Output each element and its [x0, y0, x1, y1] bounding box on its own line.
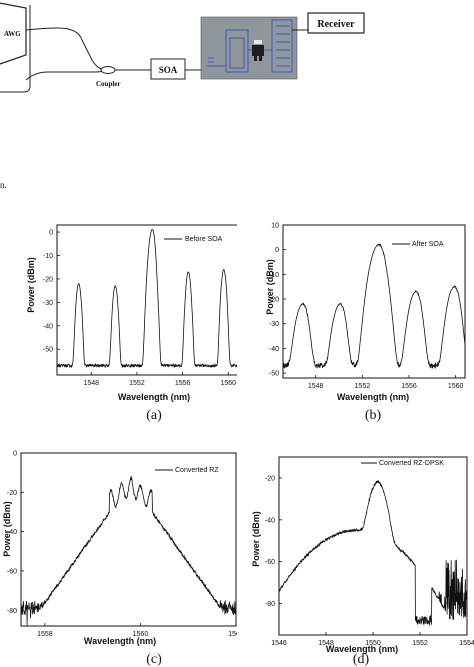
spectrum-line: [278, 479, 468, 626]
x-tick-label: 1562: [228, 631, 237, 638]
y-tick-label: 10: [271, 223, 279, 230]
fiber-line: [0, 5, 31, 93]
x-axis-label: Wavelength (nm): [326, 644, 398, 654]
spectrum-line: [20, 475, 237, 626]
chart-caption: (a): [146, 408, 162, 423]
chip-electrode: [252, 40, 264, 61]
x-tick-label: 1552: [355, 383, 371, 390]
chart-c: 1558 1560 1562 0 -20 -40 -60 -80 Power (dBm) Wa…: [2, 451, 237, 667]
y-tick-label: -20: [7, 490, 17, 497]
y-tick-label: -10: [269, 272, 279, 279]
receiver-label: Receiver: [317, 19, 355, 30]
x-tick-label: 1558: [37, 631, 53, 638]
chart-a: 1548 1552 1556 1560 0 -10 -20 -30 -40 -50 Power (…: [26, 224, 237, 423]
y-tick-label: -50: [43, 347, 53, 354]
y-axis-label: Power (dBm): [265, 259, 275, 315]
spectrum-line: [56, 228, 237, 369]
x-tick-label: 1554: [459, 640, 474, 647]
plot-frame: 1546 1548 1550 1552 1554 -20 -40 -60 -80: [265, 456, 474, 647]
plot-frame: 1548 1552 1556 1560 10 0 -10 -20 -30 -40 -50: [269, 223, 466, 390]
y-tick-label: -40: [265, 517, 275, 524]
x-tick-label: 1550: [365, 640, 381, 647]
y-tick-label: -20: [43, 276, 53, 283]
legend-label: Converted RZ-DPSK: [379, 460, 444, 467]
y-tick-label: -60: [7, 568, 17, 575]
x-axis-label: Wavelength (nm): [84, 636, 156, 646]
y-tick-label: -50: [269, 371, 279, 378]
chart-caption: (d): [353, 652, 370, 667]
soa-label: SOA: [159, 65, 178, 75]
plot-frame: 1558 1560 1562 0 -20 -40 -60 -80: [7, 451, 237, 639]
x-tick-label: 1546: [271, 640, 287, 647]
stray-mark: n.: [0, 180, 7, 190]
legend-label: Converted RZ: [175, 467, 219, 474]
y-tick-label: -10: [43, 253, 53, 260]
setup-diagram: AWG Coupler SOA Receiver n.: [0, 2, 365, 190]
chip-photo: [200, 16, 298, 80]
coupler-symbol: [100, 66, 116, 74]
y-tick-label: -20: [269, 297, 279, 304]
y-tick-label: -80: [265, 601, 275, 608]
chart-caption: (c): [146, 652, 162, 667]
x-tick-label: 1548: [308, 383, 324, 390]
x-tick-label: 1556: [175, 380, 191, 387]
awg-block: [0, 2, 27, 65]
plot-border: [278, 456, 468, 636]
spectrum-line: [282, 243, 466, 369]
legend-label: After SOA: [412, 241, 444, 248]
y-tick-label: -30: [269, 321, 279, 328]
plot-border: [282, 224, 466, 379]
x-tick-label: 1560: [448, 383, 464, 390]
soa-box: [150, 58, 186, 80]
y-tick-label: -60: [265, 559, 275, 566]
x-axis-label: Wavelength (nm): [337, 392, 409, 402]
x-tick-label: 1548: [83, 380, 99, 387]
x-tick-label: 1560: [221, 380, 237, 387]
y-tick-label: -20: [265, 475, 275, 482]
y-tick-label: -40: [269, 346, 279, 353]
x-tick-label: 1548: [318, 640, 334, 647]
fiber-line-upper: [25, 27, 107, 71]
coupler-label: Coupler: [96, 80, 121, 88]
chart-d: 1546 1548 1550 1552 1554 -20 -40 -60 -80 Power (…: [251, 456, 474, 667]
legend-label: Before SOA: [185, 236, 223, 243]
plot-frame: 1548 1552 1556 1560 0 -10 -20 -30 -40 -50: [43, 224, 237, 387]
awg-label: AWG: [4, 30, 21, 38]
y-axis-label: Power (dBm): [26, 257, 36, 313]
fiber-line-lower: [25, 70, 105, 81]
x-axis-label: Wavelength (nm): [118, 392, 190, 402]
x-tick-label: 1560: [133, 631, 149, 638]
y-axis-label: Power (dBm): [2, 501, 12, 557]
y-tick-label: 0: [275, 247, 279, 254]
chart-b: 1548 1552 1556 1560 10 0 -10 -20 -30 -40 -50 Power…: [265, 223, 466, 423]
x-tick-label: 1552: [412, 640, 428, 647]
receiver-box: [307, 12, 365, 34]
y-tick-label: 0: [13, 451, 17, 458]
y-tick-label: -30: [43, 300, 53, 307]
chart-caption: (b): [365, 408, 382, 423]
y-axis-label: Power (dBm): [251, 511, 261, 567]
y-tick-label: -80: [7, 608, 17, 615]
x-tick-label: 1556: [401, 383, 417, 390]
y-tick-label: -40: [43, 323, 53, 330]
plot-border: [20, 452, 237, 627]
y-tick-label: 0: [49, 230, 53, 237]
x-tick-label: 1552: [129, 380, 145, 387]
y-tick-label: -40: [7, 529, 17, 536]
plot-border: [56, 224, 237, 376]
